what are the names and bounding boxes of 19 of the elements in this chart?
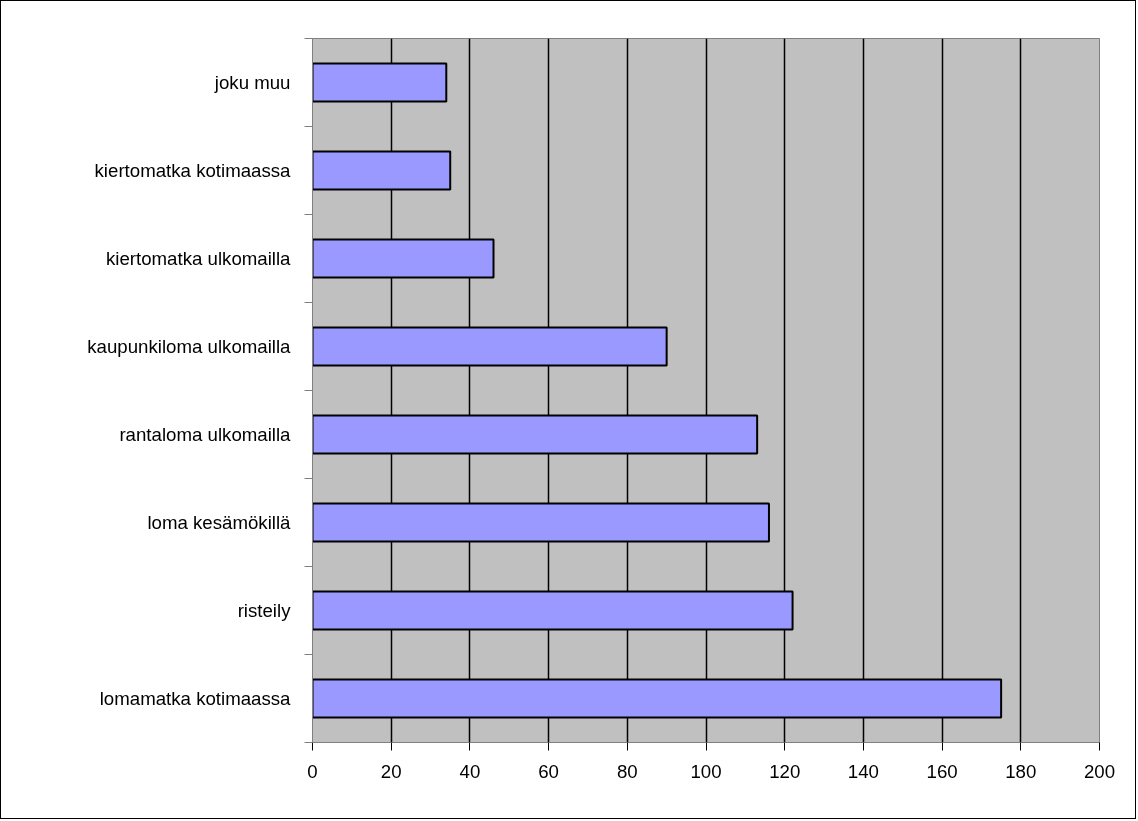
x-tick-label: 160 bbox=[926, 760, 958, 782]
y-tick-label: kiertomatka ulkomailla bbox=[105, 248, 292, 269]
x-tick-label: 0 bbox=[307, 760, 318, 782]
x-tick-label: 120 bbox=[769, 760, 801, 782]
y-tick-label: risteily bbox=[237, 600, 292, 621]
x-tick-label: 100 bbox=[690, 760, 722, 782]
x-tick-label: 80 bbox=[616, 760, 638, 782]
x-tick-label: 40 bbox=[459, 760, 481, 782]
x-tick-label: 140 bbox=[847, 760, 879, 782]
y-tick-label: joku muu bbox=[213, 72, 291, 93]
x-tick-label: 20 bbox=[380, 760, 402, 782]
x-tick-label: 180 bbox=[1005, 760, 1037, 782]
y-tick-label: kaupunkiloma ulkomailla bbox=[87, 336, 292, 357]
y-tick-label: loma kesämökillä bbox=[147, 512, 292, 533]
y-tick-label: rantaloma ulkomailla bbox=[119, 424, 292, 445]
x-tick-label: 60 bbox=[538, 760, 559, 782]
y-tick-label: lomamatka kotimaassa bbox=[99, 688, 292, 709]
x-tick-label: 200 bbox=[1083, 760, 1116, 782]
y-tick-label: kiertomatka kotimaassa bbox=[94, 160, 292, 181]
